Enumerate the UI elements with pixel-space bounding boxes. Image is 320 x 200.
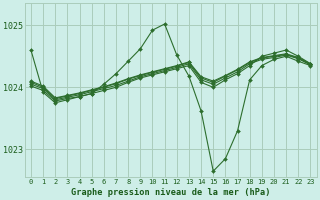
X-axis label: Graphe pression niveau de la mer (hPa): Graphe pression niveau de la mer (hPa) (71, 188, 270, 197)
